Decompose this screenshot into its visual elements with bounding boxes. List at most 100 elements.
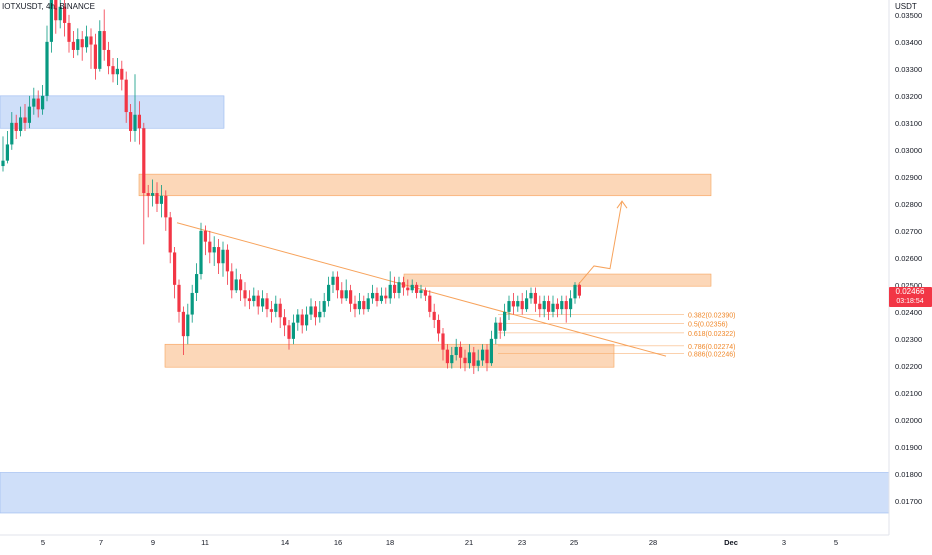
candle-body: [181, 311, 185, 337]
price-tick-label: 0.02200: [895, 362, 922, 371]
candle-body: [45, 41, 49, 96]
candles-layer: [1, 0, 581, 374]
candle-body: [89, 36, 93, 45]
candle-body: [19, 117, 23, 131]
candle-body: [63, 6, 67, 23]
candle-body: [300, 314, 304, 326]
candle-body: [309, 306, 313, 315]
candle-body: [283, 317, 287, 326]
candle-body: [41, 95, 45, 110]
candle-body: [278, 303, 282, 318]
orange-zone-top[interactable]: [138, 173, 712, 197]
price-tick-label: 0.02800: [895, 200, 922, 209]
price-tick-label: 0.03300: [895, 65, 922, 74]
blue-zone-bottom[interactable]: [0, 472, 890, 514]
candle-body: [76, 39, 80, 50]
candle-body: [208, 241, 212, 253]
price-axis-bg: [889, 0, 932, 550]
candle-body: [291, 322, 295, 339]
fib-label-4: 0.886(0.02246): [688, 351, 735, 358]
trendline-layer[interactable]: [176, 222, 667, 357]
candle-body: [498, 322, 502, 331]
candle-body: [190, 292, 194, 315]
candle-body: [331, 276, 335, 285]
candle-body: [401, 282, 405, 288]
candle-body: [573, 284, 577, 299]
candle-body: [247, 298, 251, 302]
candle-body: [230, 271, 234, 291]
candle-body: [481, 349, 485, 361]
candle-body: [133, 114, 137, 131]
candle-body: [388, 284, 392, 299]
candle-body: [463, 357, 467, 364]
time-tick-label: 28: [649, 538, 657, 547]
candle-body: [555, 303, 559, 310]
price-tick-label: 0.02900: [895, 173, 922, 182]
candle-body: [410, 284, 414, 291]
candle-body: [516, 301, 520, 307]
price-tick-label: 0.03200: [895, 92, 922, 101]
candle-body: [494, 322, 498, 339]
candle-body: [85, 36, 89, 48]
last-price-badge: 0.02466 03:18:54: [889, 287, 932, 308]
candle-body: [472, 352, 476, 366]
candle-body: [349, 290, 353, 304]
fib-label-3: 0.786(0.02274): [688, 344, 735, 351]
price-tick-label: 0.02700: [895, 227, 922, 236]
bar-countdown: 03:18:54: [896, 298, 923, 305]
candle-body: [71, 41, 75, 50]
fib-retracement[interactable]: 0.382(0.02390) 0.5(0.02356) 0.618(0.02322)…: [498, 313, 735, 359]
candle-body: [379, 295, 383, 302]
time-tick-label: Dec: [724, 538, 738, 547]
orange-zone-bottom[interactable]: [164, 343, 615, 368]
descending-trendline[interactable]: [176, 222, 667, 357]
price-tick-label: 0.02500: [895, 281, 922, 290]
price-axis[interactable]: 0.03500 0.03400 0.03300 0.03200 0.03100 0.030…: [888, 0, 932, 550]
candle-body: [274, 303, 278, 312]
projection-arrow[interactable]: [577, 200, 628, 286]
candle-body: [58, 6, 62, 21]
candle-body: [459, 346, 463, 358]
candle-body: [23, 117, 27, 123]
candle-body: [124, 79, 128, 113]
projection-path[interactable]: [577, 201, 623, 286]
candle-body: [415, 284, 419, 293]
candle-body: [542, 301, 546, 310]
candle-body: [551, 303, 555, 312]
time-tick-label: 23: [518, 538, 526, 547]
candle-body: [423, 290, 427, 296]
candle-body: [529, 292, 533, 299]
candle-body: [560, 301, 564, 310]
candle-body: [525, 298, 529, 310]
candle-body: [313, 306, 317, 318]
candle-body: [393, 284, 397, 293]
candle-body: [129, 112, 133, 131]
candle-body: [120, 68, 124, 80]
candle-body: [164, 195, 168, 218]
time-axis-bg: [0, 535, 889, 550]
price-tick-label: 0.03000: [895, 146, 922, 155]
candle-body: [243, 290, 247, 299]
candle-body: [406, 287, 410, 291]
candle-body: [520, 301, 524, 310]
candle-body: [146, 193, 150, 196]
candle-body: [203, 230, 207, 242]
currency-unit: USDT: [895, 2, 917, 11]
candle-body: [234, 279, 238, 291]
candle-body: [252, 295, 256, 302]
candle-body: [155, 193, 159, 204]
candle-body: [357, 301, 361, 310]
time-axis[interactable]: 5 7 9 11 14 16 18 21 23 25 28 Dec 3 5: [0, 534, 889, 550]
candle-body: [168, 217, 172, 253]
candle-body: [569, 298, 573, 310]
candle-body: [102, 31, 106, 50]
candle-body: [503, 311, 507, 331]
candle-body: [80, 39, 84, 48]
orange-zone-mid[interactable]: [403, 273, 712, 287]
candle-body: [212, 247, 216, 253]
candle-body: [467, 352, 471, 364]
candle-body: [564, 301, 568, 310]
candle-body: [533, 292, 537, 304]
